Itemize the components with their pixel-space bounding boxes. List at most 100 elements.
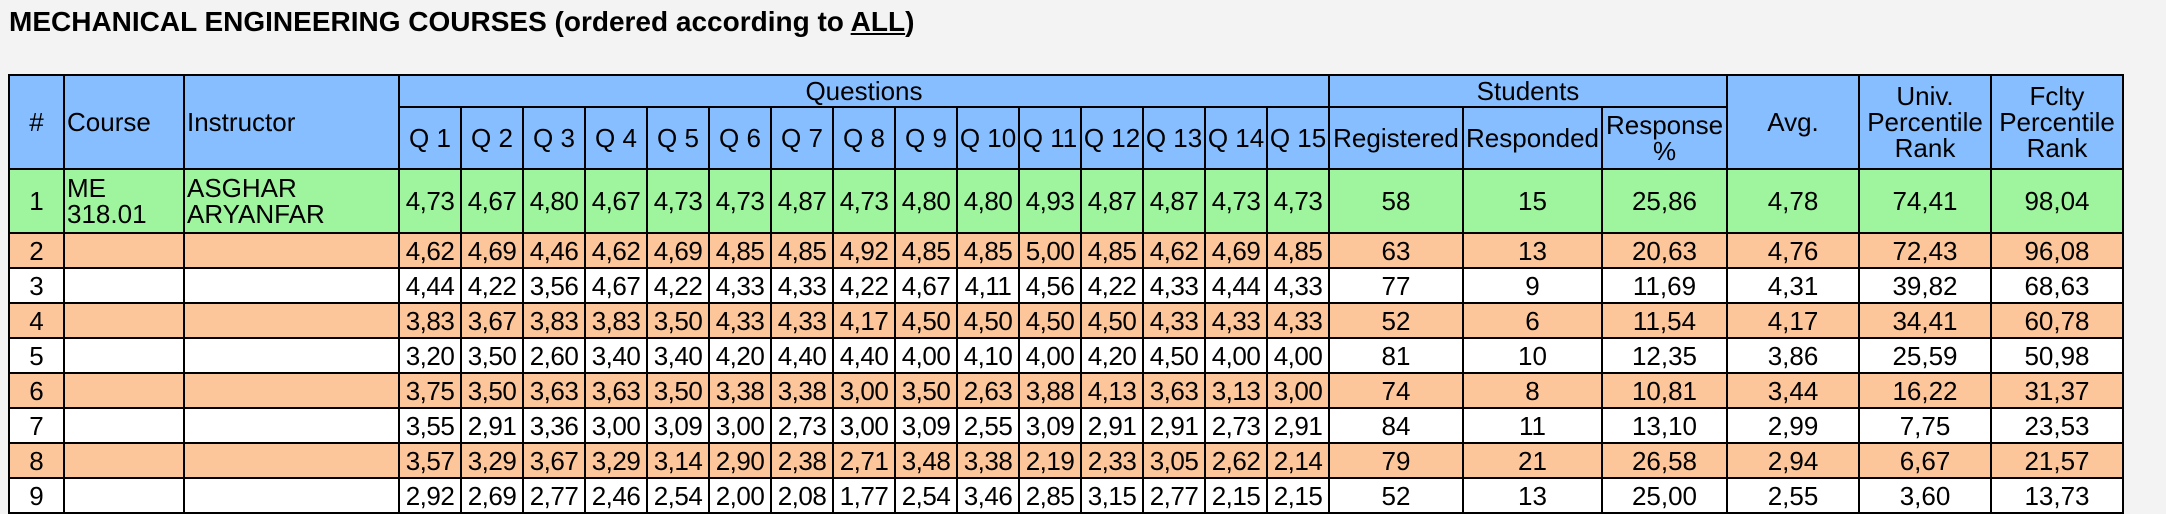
header-q1: Q 1 xyxy=(398,106,462,170)
q10-score: 4,10 xyxy=(956,337,1020,374)
response-pct-cell: 26,58 xyxy=(1601,442,1728,479)
univ-percentile-cell: 25,59 xyxy=(1858,337,1992,374)
response-pct-cell: 20,63 xyxy=(1601,232,1728,269)
q11-score: 4,00 xyxy=(1018,337,1082,374)
q12-score: 4,50 xyxy=(1080,302,1144,339)
instructor-cell xyxy=(183,407,400,444)
univ-percentile-cell: 16,22 xyxy=(1858,372,1992,409)
univ-percentile-cell: 34,41 xyxy=(1858,302,1992,339)
responded-cell: 21 xyxy=(1462,442,1603,479)
q15-score: 2,91 xyxy=(1266,407,1330,444)
responded-cell: 10 xyxy=(1462,337,1603,374)
fclty-percentile-cell: 96,08 xyxy=(1990,232,2124,269)
fclty-percentile-cell: 21,57 xyxy=(1990,442,2124,479)
q15-score: 2,15 xyxy=(1266,477,1330,514)
avg-cell: 4,17 xyxy=(1726,302,1860,339)
q13-score: 4,87 xyxy=(1142,168,1206,234)
registered-cell: 58 xyxy=(1328,168,1464,234)
fclty-percentile-cell: 98,04 xyxy=(1990,168,2124,234)
q1-score: 3,75 xyxy=(398,372,462,409)
header-q9: Q 9 xyxy=(894,106,958,170)
q4-score: 3,63 xyxy=(584,372,648,409)
course-cell xyxy=(63,267,185,304)
q14-score: 4,44 xyxy=(1204,267,1268,304)
q5-score: 2,54 xyxy=(646,477,710,514)
registered-cell: 52 xyxy=(1328,302,1464,339)
header-q11: Q 11 xyxy=(1018,106,1082,170)
q5-score: 3,40 xyxy=(646,337,710,374)
q9-score: 3,48 xyxy=(894,442,958,479)
order-all-link[interactable]: ALL xyxy=(850,6,906,37)
q15-score: 4,33 xyxy=(1266,302,1330,339)
q9-score: 3,09 xyxy=(894,407,958,444)
q4-score: 3,40 xyxy=(584,337,648,374)
q13-score: 4,50 xyxy=(1142,337,1206,374)
q7-score: 4,85 xyxy=(770,232,834,269)
table-row: 4 3,83 3,67 3,83 3,83 3,50 4,33 4,33 4,17 4,50 4,5… xyxy=(8,302,2124,339)
response-pct-cell: 13,10 xyxy=(1601,407,1728,444)
q13-score: 4,33 xyxy=(1142,302,1206,339)
q6-score: 2,00 xyxy=(708,477,772,514)
fclty-percentile-cell: 50,98 xyxy=(1990,337,2124,374)
q8-score: 3,00 xyxy=(832,372,896,409)
q11-score: 2,85 xyxy=(1018,477,1082,514)
q6-score: 2,90 xyxy=(708,442,772,479)
header-q15: Q 15 xyxy=(1266,106,1330,170)
course-cell xyxy=(63,302,185,339)
q2-score: 3,29 xyxy=(460,442,524,479)
header-course: Course xyxy=(63,74,185,170)
responded-cell: 13 xyxy=(1462,477,1603,514)
q8-score: 3,00 xyxy=(832,407,896,444)
response-pct-cell: 25,86 xyxy=(1601,168,1728,234)
q9-score: 4,67 xyxy=(894,267,958,304)
q6-score: 4,73 xyxy=(708,168,772,234)
q14-score: 3,13 xyxy=(1204,372,1268,409)
registered-cell: 74 xyxy=(1328,372,1464,409)
course-cell xyxy=(63,232,185,269)
table-row: 9 2,92 2,69 2,77 2,46 2,54 2,00 2,08 1,77 2,54 3,4… xyxy=(8,477,2124,514)
page-title: MECHANICAL ENGINEERING COURSES (ordered … xyxy=(9,6,914,38)
q5-score: 3,50 xyxy=(646,302,710,339)
header-instructor: Instructor xyxy=(183,74,400,170)
q7-score: 3,38 xyxy=(770,372,834,409)
avg-cell: 4,76 xyxy=(1726,232,1860,269)
response-pct-cell: 11,54 xyxy=(1601,302,1728,339)
fclty-percentile-cell: 68,63 xyxy=(1990,267,2124,304)
q8-score: 4,92 xyxy=(832,232,896,269)
q14-score: 4,69 xyxy=(1204,232,1268,269)
table-row: 3 4,44 4,22 3,56 4,67 4,22 4,33 4,33 4,22 4,67 4,1… xyxy=(8,267,2124,304)
q3-score: 3,56 xyxy=(522,267,586,304)
q6-score: 4,20 xyxy=(708,337,772,374)
header-responded: Responded xyxy=(1462,106,1603,170)
univ-percentile-cell: 72,43 xyxy=(1858,232,1992,269)
q5-score: 3,09 xyxy=(646,407,710,444)
avg-cell: 3,44 xyxy=(1726,372,1860,409)
q5-score: 3,50 xyxy=(646,372,710,409)
header-univ-percentile: Univ. Percentile Rank xyxy=(1858,74,1992,170)
q2-score: 4,67 xyxy=(460,168,524,234)
table-row: 5 3,20 3,50 2,60 3,40 3,40 4,20 4,40 4,40 4,00 4,1… xyxy=(8,337,2124,374)
row-num: 5 xyxy=(8,337,65,374)
row-num: 8 xyxy=(8,442,65,479)
row-num: 6 xyxy=(8,372,65,409)
course-cell xyxy=(63,477,185,514)
course-cell xyxy=(63,407,185,444)
q14-score: 2,73 xyxy=(1204,407,1268,444)
q9-score: 3,50 xyxy=(894,372,958,409)
q15-score: 4,85 xyxy=(1266,232,1330,269)
q11-score: 3,09 xyxy=(1018,407,1082,444)
q8-score: 1,77 xyxy=(832,477,896,514)
q4-score: 4,62 xyxy=(584,232,648,269)
q11-score: 5,00 xyxy=(1018,232,1082,269)
q9-score: 4,80 xyxy=(894,168,958,234)
univ-percentile-cell: 6,67 xyxy=(1858,442,1992,479)
header-num: # xyxy=(8,74,65,170)
q1-score: 4,44 xyxy=(398,267,462,304)
header-q4: Q 4 xyxy=(584,106,648,170)
q13-score: 2,77 xyxy=(1142,477,1206,514)
q3-score: 3,36 xyxy=(522,407,586,444)
q1-score: 3,20 xyxy=(398,337,462,374)
q4-score: 4,67 xyxy=(584,267,648,304)
header-q3: Q 3 xyxy=(522,106,586,170)
q7-score: 2,08 xyxy=(770,477,834,514)
